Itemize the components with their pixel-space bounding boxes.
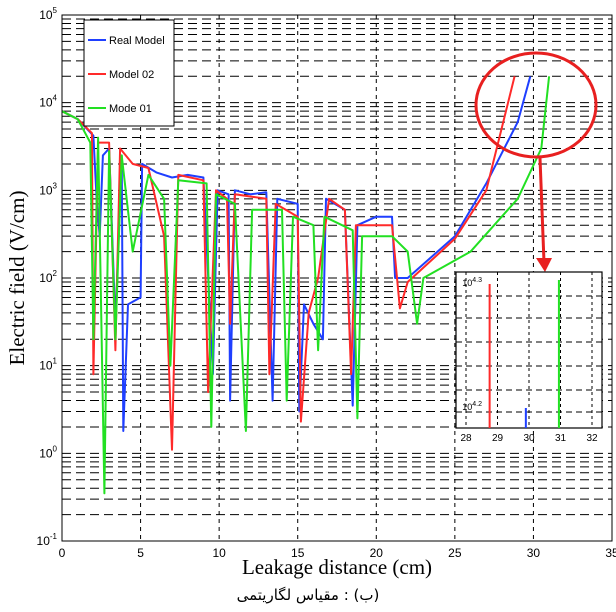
series-group — [61, 76, 551, 495]
series-line-2 — [61, 76, 551, 495]
legend-label: Model 02 — [109, 69, 154, 81]
legend-label: Mode 01 — [109, 103, 152, 115]
y-tick-label: 10-1 — [37, 532, 58, 548]
figure-caption: (ب) : مقیاس لگاریتمی — [236, 586, 380, 604]
x-tick-label: 20 — [370, 546, 384, 560]
y-tick-label: 104 — [39, 94, 57, 110]
x-tick-label: 35 — [605, 546, 616, 560]
x-tick-label: 10 — [212, 546, 226, 560]
x-tick-label: 15 — [291, 546, 305, 560]
zoom-circle — [474, 51, 598, 159]
y-tick-label: 101 — [39, 357, 57, 373]
x-tick-labels: 0 5 10 15 20 25 30 35 — [59, 546, 616, 560]
legend-label: Real Model — [109, 35, 165, 47]
inset-plot: 28 29 30 31 32 104.3 104.2 — [455, 271, 603, 444]
x-tick-label: 5 — [137, 546, 144, 560]
plot-frame — [61, 14, 613, 542]
inset-x-tick-label: 32 — [586, 433, 598, 444]
electric-field-chart: 28 29 30 31 32 104.3 104.2 Real Model Model 02 M… — [5, 6, 616, 579]
inset-x-tick-label: 28 — [460, 433, 472, 444]
y-tick-labels: 10-1 100 101 102 103 104 105 — [37, 6, 58, 548]
inset-x-tick-label: 29 — [492, 433, 504, 444]
zoom-arrow-line — [538, 157, 546, 263]
x-axis-label: Leakage distance (cm) — [242, 555, 432, 579]
x-tick-label: 25 — [448, 546, 462, 560]
x-tick-label: 0 — [59, 546, 66, 560]
inset-y-tick-label: 104.3 — [462, 277, 482, 288]
zoom-highlight — [474, 51, 598, 272]
x-tick-label: 30 — [527, 546, 541, 560]
inset-y-tick-label: 104.2 — [462, 401, 482, 412]
y-axis-label: Electric field (V/cm) — [5, 191, 29, 366]
inset-x-tick-label: 30 — [523, 433, 535, 444]
zoom-arrow-head — [536, 258, 552, 272]
inset-x-tick-label: 31 — [555, 433, 567, 444]
y-tick-label: 103 — [39, 181, 57, 197]
legend: Real Model Model 02 Mode 01 — [83, 19, 175, 127]
y-tick-label: 102 — [39, 269, 57, 285]
y-tick-label: 105 — [39, 6, 57, 22]
y-tick-label: 100 — [39, 444, 57, 460]
series-line-1 — [61, 76, 516, 451]
